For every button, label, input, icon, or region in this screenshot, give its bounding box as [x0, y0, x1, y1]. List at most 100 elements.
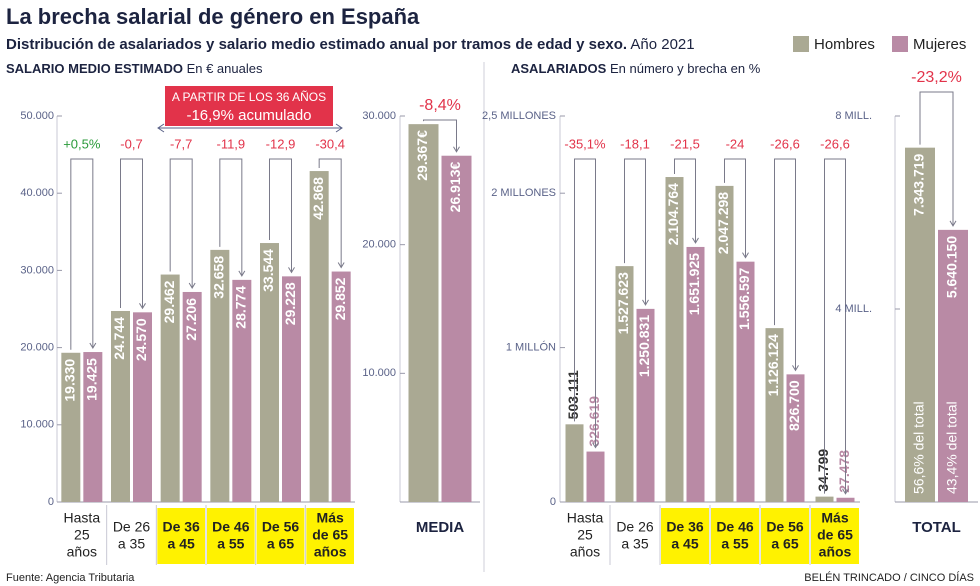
- gap-label: -7,7: [170, 136, 192, 151]
- x-tick-label: a 55: [721, 536, 748, 552]
- bar: [565, 424, 584, 502]
- x-tick-label: a 65: [771, 536, 798, 552]
- value-label: 1.651.925: [686, 253, 702, 315]
- gap-label: +0,5%: [63, 136, 101, 151]
- bar: [665, 177, 684, 502]
- value-label: 326.619: [586, 396, 602, 447]
- bar: [408, 124, 439, 503]
- y-tick-label: 10.000: [362, 367, 396, 379]
- x-tick-label: a 65: [267, 536, 294, 552]
- section-header: ASALARIADOS En número y brecha en %: [511, 61, 761, 76]
- gap-bracket: [169, 158, 196, 289]
- section-title: SALARIO MEDIO ESTIMADO: [6, 61, 183, 76]
- gap-label: -0,7: [120, 136, 142, 151]
- gap-label: -12,9: [266, 136, 296, 151]
- x-tick-label: Más: [821, 510, 848, 526]
- category-highlight: [157, 508, 205, 564]
- y-tick-label: 0: [48, 496, 54, 508]
- annotation-text: A PARTIR DE LOS 36 AÑOS: [172, 90, 326, 104]
- y-tick-label: 2 MILLONES: [491, 187, 556, 199]
- gap-bracket: [70, 158, 97, 350]
- value-label: 19.425: [84, 358, 100, 401]
- bar: [331, 271, 351, 502]
- x-tick-label: a 45: [168, 536, 195, 552]
- y-tick-label: 20.000: [20, 342, 54, 354]
- bar: [686, 246, 705, 502]
- value-label: 503.111: [565, 370, 581, 419]
- y-tick-label: 10.000: [20, 419, 54, 431]
- gap-label: -8,4%: [419, 97, 461, 114]
- gap-label: -24: [726, 136, 745, 151]
- bar: [715, 185, 734, 502]
- credit: BELÉN TRINCADO / CINCO DÍAS: [804, 571, 974, 584]
- bar: [938, 229, 968, 502]
- legend-label: Mujeres: [913, 36, 966, 53]
- value-label: 5.640.150: [944, 236, 960, 298]
- value-label: 19.330: [62, 359, 78, 402]
- gap-label: -30,4: [315, 136, 345, 151]
- gap-label: -11,9: [216, 136, 245, 151]
- annotation-text: -16,9% acumulado: [186, 107, 311, 124]
- bar: [182, 291, 202, 502]
- y-tick-label: 40.000: [20, 187, 54, 199]
- category-highlight: [207, 508, 255, 564]
- value-label: 1.250.831: [636, 315, 652, 377]
- y-tick-label: 50.000: [20, 110, 54, 122]
- source: Fuente: Agencia Tributaria: [6, 572, 135, 584]
- gap-bracket: [219, 158, 246, 277]
- bar: [61, 352, 81, 502]
- x-tick-label: De 36: [162, 519, 200, 535]
- x-tick-label: a 45: [671, 536, 698, 552]
- value-label: 27.478: [836, 450, 852, 493]
- gap-bracket: [574, 158, 599, 449]
- section-header: SALARIO MEDIO ESTIMADO En € anuales: [6, 61, 263, 76]
- gap-bracket: [724, 158, 749, 259]
- value-label: 24.744: [111, 317, 127, 360]
- value-label: 42.868: [310, 177, 326, 220]
- x-tick-label: De 26: [616, 519, 654, 535]
- gap-label: -18,1: [620, 136, 650, 151]
- x-tick-label: 25: [74, 527, 90, 543]
- x-tick-label: de 65: [312, 527, 348, 543]
- x-tick-label: Más: [317, 510, 344, 526]
- category-highlight: [306, 508, 354, 564]
- bar: [765, 328, 784, 502]
- x-tick-label: a 35: [118, 536, 145, 552]
- x-tick-label: de 65: [817, 527, 853, 543]
- value-label: 32.658: [211, 256, 227, 299]
- x-tick-label: años: [67, 544, 97, 560]
- gap-label: -26,6: [770, 136, 800, 151]
- category-highlight: [256, 508, 305, 564]
- value-label: 34.799: [815, 449, 831, 492]
- value-label: 1.556.597: [736, 267, 752, 329]
- value-label: 26.913€: [447, 162, 463, 213]
- y-tick-label: 20.000: [362, 239, 396, 251]
- legend-swatch: [793, 36, 809, 52]
- category-highlight: [761, 508, 809, 564]
- bar: [260, 243, 279, 502]
- gap-bracket: [120, 158, 146, 310]
- value-label: 7.343.719: [911, 153, 927, 215]
- x-tick-label: De 56: [262, 519, 300, 535]
- gap-bracket: [674, 158, 699, 244]
- bar: [586, 451, 605, 502]
- bar: [309, 171, 329, 503]
- value-label: 2.047.298: [715, 192, 731, 254]
- value-label: 29.462: [161, 280, 177, 323]
- section-title: ASALARIADOS: [511, 61, 607, 76]
- x-tick-label: Hasta: [64, 510, 101, 526]
- x-tick-label: De 46: [716, 519, 754, 535]
- x-tick-label: años: [314, 544, 347, 560]
- bar: [736, 261, 755, 502]
- value-label: 29.852: [332, 277, 348, 320]
- y-tick-label: 1 MILLÓN: [506, 341, 556, 354]
- x-tick-label: De 36: [666, 519, 704, 535]
- x-tick-label: años: [819, 544, 852, 560]
- bar: [210, 249, 230, 502]
- gap-bracket: [318, 158, 345, 269]
- bar: [83, 352, 103, 502]
- gap-label: -21,5: [670, 136, 700, 151]
- bar: [160, 274, 180, 502]
- gap-bracket: [423, 119, 460, 153]
- category-highlight: [811, 508, 859, 564]
